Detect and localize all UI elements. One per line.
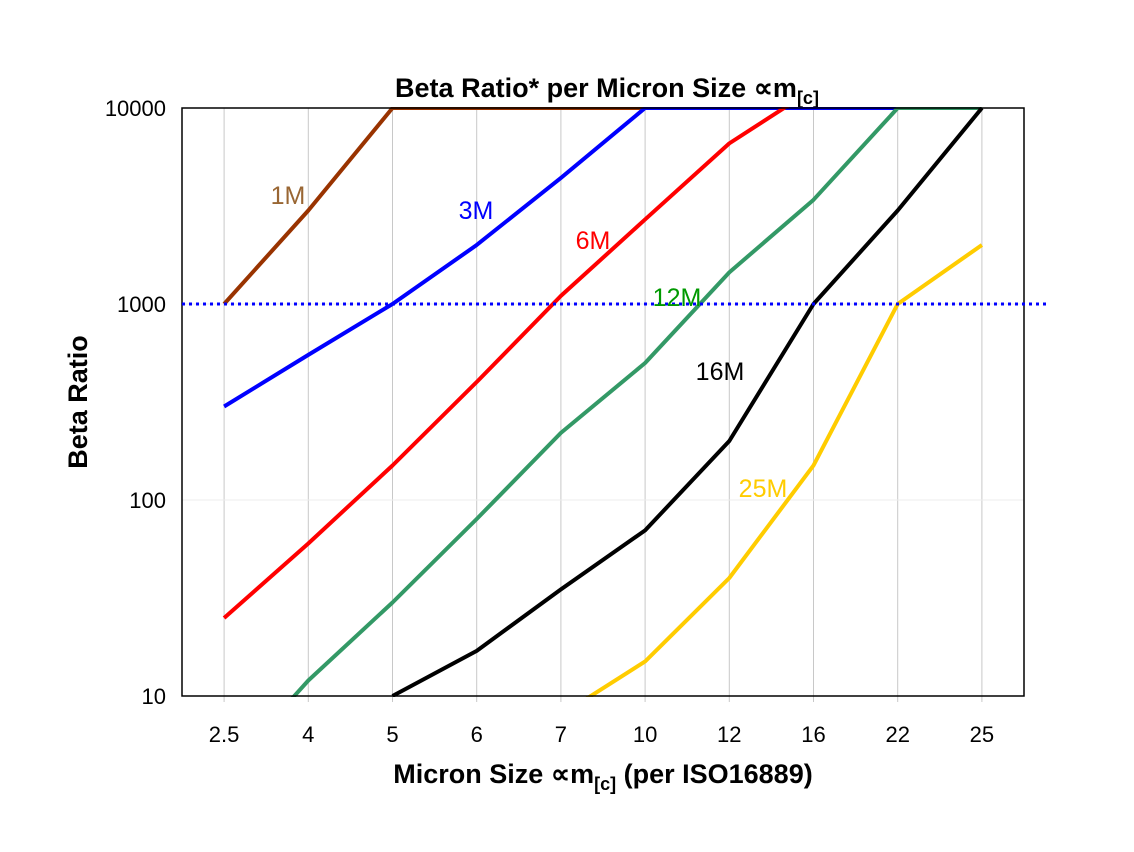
series-line-25M bbox=[585, 243, 984, 697]
series-label-25M: 25M bbox=[739, 475, 788, 503]
y-tick-label: 100 bbox=[129, 488, 166, 513]
x-tick-label: 16 bbox=[801, 722, 825, 747]
series-line-12M bbox=[290, 107, 982, 697]
series-label-1M: 1M bbox=[271, 182, 306, 210]
x-axis-title: Micron Size ∝m[c] (per ISO16889) bbox=[393, 759, 812, 794]
y-axis-title: Beta Ratio bbox=[63, 335, 93, 469]
plot-border bbox=[181, 107, 1025, 697]
series-labels: 1M 3M 6M 12M 16M 25M bbox=[271, 182, 788, 503]
x-tick-label: 7 bbox=[555, 722, 567, 747]
x-tick-label: 4 bbox=[302, 722, 314, 747]
plot-area bbox=[182, 108, 1024, 696]
series-line-16M bbox=[391, 107, 984, 697]
series-label-6M: 6M bbox=[576, 227, 611, 255]
x-tick-label: 5 bbox=[386, 722, 398, 747]
x-tick-label: 25 bbox=[970, 722, 994, 747]
y-tick-labels: 10 100 1000 10000 bbox=[105, 96, 166, 709]
series-label-3M: 3M bbox=[459, 197, 494, 225]
series-label-16M: 16M bbox=[696, 358, 745, 386]
series-line-6M bbox=[222, 107, 790, 620]
series-label-12M: 12M bbox=[653, 284, 702, 312]
y-tick-label: 1000 bbox=[117, 292, 166, 317]
y-tick-label: 10000 bbox=[105, 96, 166, 121]
x-tick-label: 10 bbox=[633, 722, 657, 747]
x-tick-labels: 2.5 4 5 6 7 10 12 16 22 25 bbox=[209, 722, 994, 747]
x-tick-label: 6 bbox=[471, 722, 483, 747]
y-tick-label: 10 bbox=[142, 684, 166, 709]
x-tick-label: 2.5 bbox=[209, 722, 240, 747]
chart-title: Beta Ratio* per Micron Size ∝m[c] bbox=[395, 73, 819, 108]
x-tick-label: 12 bbox=[717, 722, 741, 747]
x-tick-label: 22 bbox=[885, 722, 909, 747]
